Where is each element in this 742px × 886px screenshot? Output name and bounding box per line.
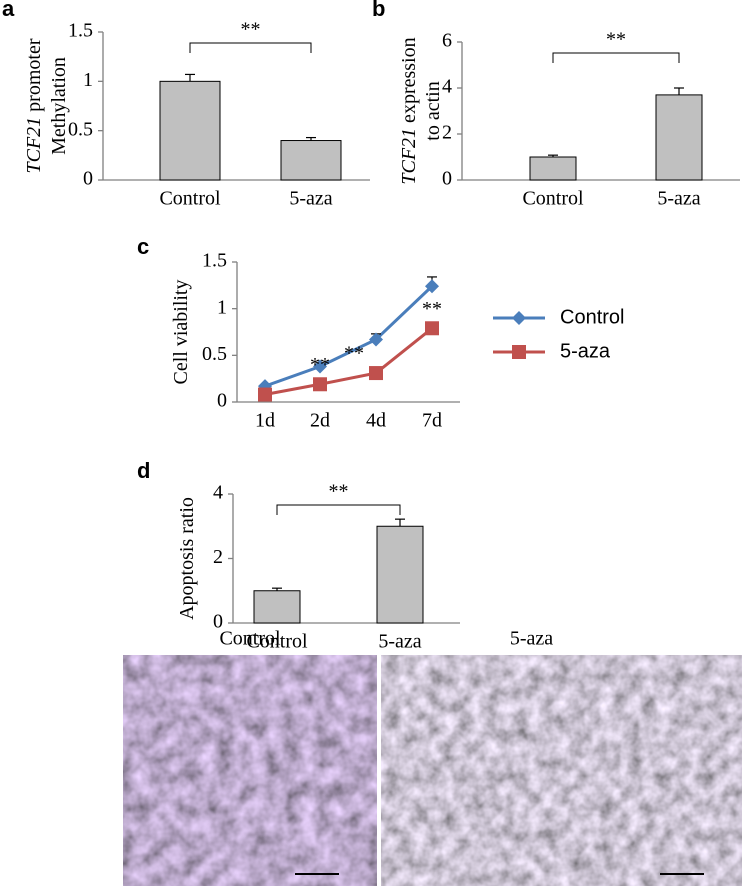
- y-tick-label: 1: [83, 69, 93, 91]
- y-axis-label-part: expression: [398, 37, 420, 123]
- significance-label: **: [241, 19, 261, 41]
- y-tick-label: 0.5: [202, 343, 227, 365]
- marker: [258, 387, 272, 402]
- y-tick-label: 4: [213, 482, 223, 504]
- marker: [369, 366, 383, 381]
- micrograph: [123, 655, 377, 886]
- panel-label: c: [137, 234, 149, 259]
- marker: [369, 332, 383, 347]
- significance-bracket: [276, 504, 401, 515]
- y-tick-label: 0: [217, 390, 227, 412]
- panel-label: d: [137, 458, 150, 483]
- y-axis-label-part: Cell viability: [170, 280, 192, 385]
- y-axis-label-part: TCF21: [23, 117, 45, 174]
- image-title: 5-aza: [510, 628, 553, 650]
- x-tick-label: 5-aza: [289, 188, 332, 210]
- significance-label: **: [329, 481, 349, 503]
- x-tick-label: 2d: [310, 410, 330, 432]
- x-tick-label: Control: [159, 188, 221, 210]
- bar: [280, 140, 342, 181]
- series-line: [264, 327, 433, 397]
- x-tick-label: Control: [246, 631, 308, 653]
- marker: [425, 321, 439, 336]
- y-axis-label-part: to actin: [422, 81, 444, 140]
- y-tick-label: 1.5: [68, 20, 93, 42]
- bar: [376, 525, 424, 624]
- legend-label: 5-aza: [560, 340, 611, 362]
- significance-label: **: [310, 354, 330, 376]
- y-axis-label-part: promoter: [23, 38, 45, 112]
- significance-label: **: [422, 298, 442, 320]
- y-axis-label-part: Methylation: [48, 57, 70, 155]
- legend-marker: [512, 345, 526, 359]
- y-axis-label: to actin: [422, 81, 444, 140]
- bar: [529, 156, 577, 181]
- y-axis-label-part: TCF21: [398, 128, 420, 185]
- marker: [313, 359, 327, 374]
- micrograph: [381, 655, 742, 886]
- y-tick-label: 0: [213, 611, 223, 633]
- bar: [655, 94, 703, 181]
- y-tick-label: 2: [442, 122, 452, 144]
- y-axis-label-part: Apoptosis ratio: [176, 497, 198, 620]
- y-tick-label: 1: [217, 296, 227, 318]
- y-tick-label: 1.5: [202, 250, 227, 272]
- y-tick-label: 0.5: [68, 118, 93, 140]
- significance-bracket: [552, 52, 680, 63]
- marker: [313, 377, 327, 392]
- y-axis-label: TCF21 promoter: [23, 38, 45, 173]
- y-tick-label: 0: [442, 168, 452, 190]
- panel-label: a: [2, 0, 15, 21]
- y-axis-label: Methylation: [48, 57, 70, 155]
- marker: [425, 279, 439, 294]
- x-tick-label: 4d: [366, 410, 386, 432]
- y-tick-label: 6: [442, 30, 452, 52]
- y-axis-label: Apoptosis ratio: [176, 497, 198, 620]
- y-tick-label: 2: [213, 546, 223, 568]
- y-tick-label: 0: [83, 168, 93, 190]
- legend-marker: [512, 311, 526, 325]
- x-tick-label: 5-aza: [657, 188, 700, 210]
- bar: [159, 80, 221, 181]
- significance-label: **: [606, 29, 626, 51]
- significance-label: **: [344, 343, 364, 365]
- series-line: [264, 285, 434, 388]
- legend-label: Control: [560, 306, 624, 328]
- x-tick-label: 1d: [255, 410, 275, 432]
- panel-label: b: [372, 0, 385, 21]
- x-tick-label: Control: [522, 188, 584, 210]
- y-axis-label: Cell viability: [170, 280, 192, 385]
- bar: [253, 590, 301, 624]
- significance-bracket: [189, 42, 312, 53]
- y-tick-label: 4: [442, 76, 452, 98]
- image-title: Control: [219, 628, 281, 650]
- y-axis-label: TCF21 expression: [398, 37, 420, 184]
- x-tick-label: 7d: [422, 410, 442, 432]
- x-tick-label: 5-aza: [378, 631, 421, 653]
